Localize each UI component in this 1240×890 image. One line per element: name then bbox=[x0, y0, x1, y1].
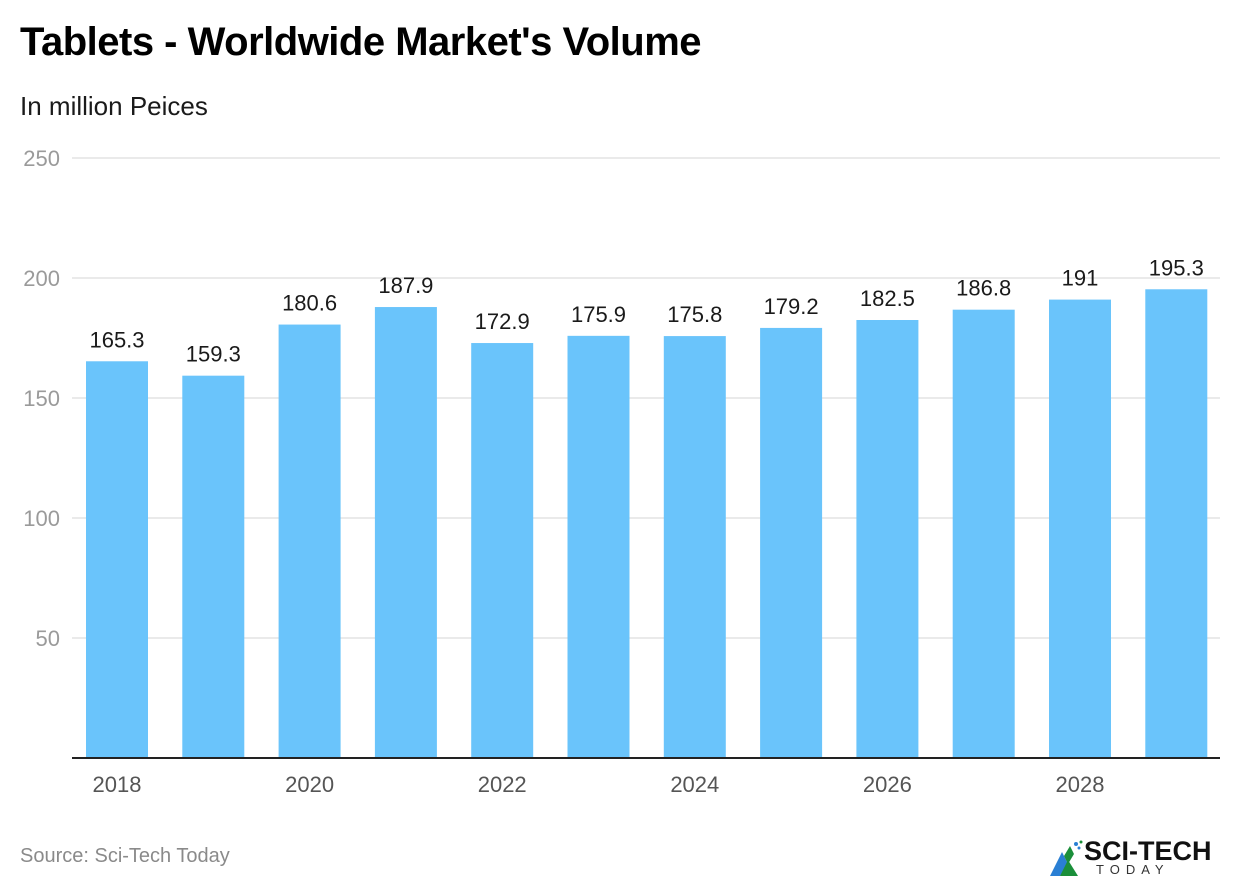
bar bbox=[278, 324, 341, 758]
bar bbox=[952, 309, 1015, 758]
data-label: 179.2 bbox=[764, 294, 819, 319]
x-tick-label: 2022 bbox=[478, 772, 527, 797]
data-label: 191 bbox=[1062, 266, 1099, 291]
data-label: 182.5 bbox=[860, 286, 915, 311]
chart-title: Tablets - Worldwide Market's Volume bbox=[20, 20, 702, 64]
chart-subtitle: In million Peices bbox=[20, 91, 208, 121]
bar bbox=[567, 335, 630, 758]
data-label: 175.8 bbox=[667, 302, 722, 327]
x-tick-label: 2028 bbox=[1056, 772, 1105, 797]
data-label: 175.9 bbox=[571, 302, 626, 327]
bar bbox=[856, 320, 919, 758]
bar bbox=[663, 336, 726, 758]
y-tick-label: 50 bbox=[36, 626, 60, 651]
bar bbox=[86, 361, 148, 758]
x-tick-label: 2026 bbox=[863, 772, 912, 797]
x-tick-label: 2024 bbox=[670, 772, 719, 797]
y-tick-label: 100 bbox=[23, 506, 60, 531]
bar bbox=[1145, 289, 1208, 758]
bar bbox=[1049, 299, 1111, 758]
bar bbox=[374, 307, 437, 758]
x-tick-label: 2018 bbox=[93, 772, 142, 797]
data-label: 159.3 bbox=[186, 342, 241, 367]
logo-mark-icon bbox=[1050, 840, 1083, 876]
logo-sub-text: TODAY bbox=[1096, 862, 1170, 877]
data-label: 180.6 bbox=[282, 291, 337, 316]
data-label: 187.9 bbox=[378, 273, 433, 298]
data-label: 165.3 bbox=[89, 327, 144, 352]
data-label: 172.9 bbox=[475, 309, 530, 334]
y-tick-label: 200 bbox=[23, 266, 60, 291]
logo-main-text: SCI-TECH bbox=[1084, 836, 1212, 866]
source-note: Source: Sci-Tech Today bbox=[20, 845, 230, 867]
bar bbox=[760, 327, 823, 758]
bar bbox=[182, 375, 245, 758]
x-tick-label: 2020 bbox=[285, 772, 334, 797]
sci-tech-today-logo: SCI-TECH TODAY bbox=[1048, 836, 1228, 880]
data-label: 186.8 bbox=[956, 276, 1011, 301]
data-label: 195.3 bbox=[1149, 255, 1204, 280]
y-tick-label: 150 bbox=[23, 386, 60, 411]
bar bbox=[471, 343, 534, 758]
y-tick-label: 250 bbox=[23, 146, 60, 171]
